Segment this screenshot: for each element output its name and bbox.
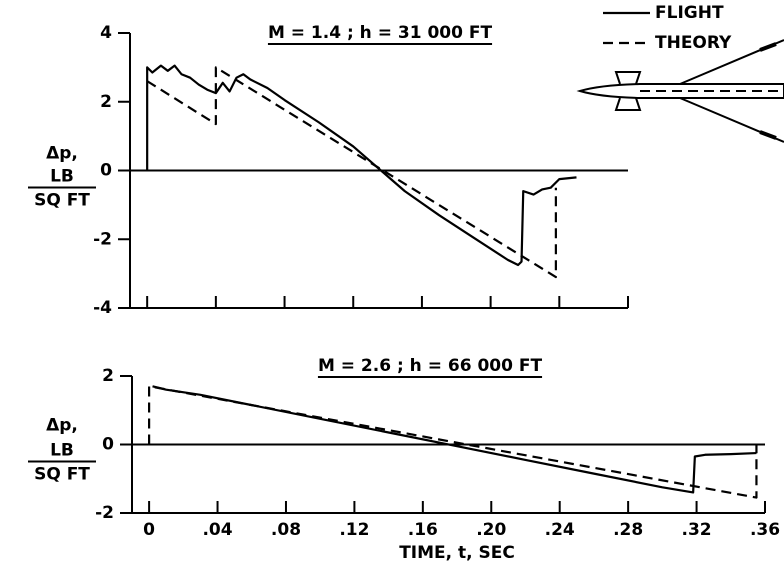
y-tick-label: 0 xyxy=(102,435,114,455)
y-axis-label: Δp, xyxy=(46,416,78,436)
x-tick-label: .16 xyxy=(408,520,438,540)
y-tick-label: 2 xyxy=(102,366,114,386)
x-tick-label: .04 xyxy=(202,520,232,540)
x-tick-label: .28 xyxy=(613,520,643,540)
y-axis-label: SQ FT xyxy=(34,191,90,211)
chart-title: M = 2.6 ; h = 66 000 FT xyxy=(318,356,543,376)
y-tick-label: -4 xyxy=(93,298,112,318)
y-tick-label: -2 xyxy=(95,503,114,523)
x-tick-label: .20 xyxy=(476,520,506,540)
x-tick-label: .36 xyxy=(750,520,780,540)
series-line xyxy=(148,385,758,499)
x-tick-label: 0 xyxy=(143,520,155,540)
aircraft-sketch xyxy=(576,39,784,143)
y-axis-label: LB xyxy=(50,441,74,461)
x-tick-label: .08 xyxy=(271,520,301,540)
x-tick-label: .12 xyxy=(339,520,369,540)
legend-label: THEORY xyxy=(655,33,732,53)
y-tick-label: 2 xyxy=(100,92,112,112)
y-axis-label: SQ FT xyxy=(34,465,90,485)
x-tick-label: .24 xyxy=(545,520,575,540)
y-axis-label: Δp, xyxy=(46,144,78,164)
y-tick-label: 4 xyxy=(100,23,112,43)
x-axis-label: TIME, t, SEC xyxy=(399,543,515,563)
y-tick-label: -2 xyxy=(93,229,112,249)
chart-title: M = 1.4 ; h = 31 000 FT xyxy=(268,23,493,43)
legend-label: FLIGHT xyxy=(655,3,724,23)
series-line xyxy=(146,64,577,267)
x-tick-label: .32 xyxy=(682,520,712,540)
series-line xyxy=(146,66,557,279)
y-axis-label: LB xyxy=(50,167,74,187)
series-line xyxy=(152,385,757,494)
y-tick-label: 0 xyxy=(100,161,112,181)
